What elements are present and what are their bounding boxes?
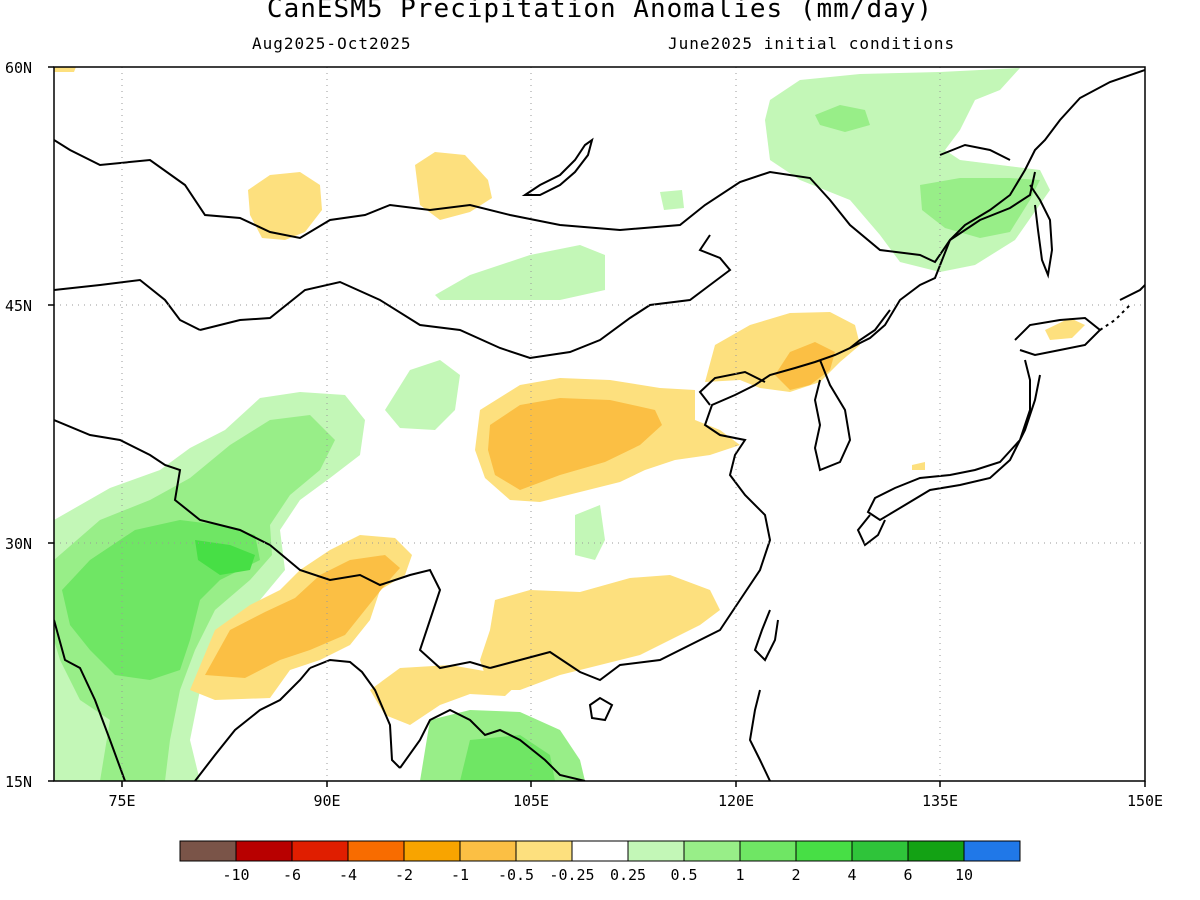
wet-patch-tibet (385, 360, 460, 430)
lat-label-60n: 60N (5, 59, 32, 77)
colorbar-swatch (291, 840, 349, 862)
colorbar-swatch (403, 840, 461, 862)
colorbar-label: -1 (451, 866, 469, 884)
map-frame (53, 66, 1146, 782)
lat-label-45n: 45N (5, 297, 32, 315)
southeast-asia (399, 708, 586, 781)
lon-label-120e: 120E (718, 792, 754, 810)
china-mongolia-border (199, 234, 732, 360)
colorbar: -10 -6 -4 -2 -1 -0.5 -0.25 0.25 0.5 1 2 4 6 10 (179, 840, 1021, 884)
russia-pacific-coast (949, 69, 1145, 241)
bohai-coast (698, 370, 766, 406)
kamchatka (1119, 284, 1145, 301)
colorbar-swatch (851, 840, 909, 862)
japan-honshu (866, 359, 1041, 522)
lon-label-150e: 150E (1127, 792, 1163, 810)
hainan (588, 696, 614, 722)
colorbar-swatches (179, 840, 1021, 862)
wet-region-northeast (765, 68, 1050, 272)
colorbar-label: 0.5 (670, 866, 697, 884)
colorbar-swatch (235, 840, 293, 862)
luzon (748, 689, 771, 781)
wet-patch-mongolia (435, 245, 605, 300)
korea-peninsula (813, 359, 852, 472)
initial-conditions-label: June2025 initial conditions (668, 34, 956, 53)
colorbar-swatch (515, 840, 573, 862)
colorbar-label: 6 (903, 866, 912, 884)
south-china-coast (489, 309, 891, 682)
taiwan (753, 609, 779, 662)
gridlines (54, 67, 1145, 781)
kyushu (856, 514, 886, 547)
kuril (1099, 304, 1131, 331)
kazakh-border (54, 278, 201, 331)
lat-label-30n: 30N (5, 535, 32, 553)
coastlines (54, 69, 1145, 781)
wet-patch-central-china (575, 505, 605, 560)
colorbar-swatch (459, 840, 517, 862)
colorbar-label: 4 (847, 866, 856, 884)
lon-label-105e: 105E (513, 792, 549, 810)
wet-region-india (54, 392, 365, 781)
anomaly-field (54, 67, 1085, 781)
colorbar-label: 1 (735, 866, 744, 884)
colorbar-swatch (179, 840, 237, 862)
colorbar-swatch (795, 840, 853, 862)
china-korea-border (849, 239, 951, 349)
wet-patch-baikal (660, 190, 684, 210)
forecast-period: Aug2025-Oct2025 (252, 34, 412, 53)
lon-label-135e: 135E (922, 792, 958, 810)
lon-label-75e: 75E (108, 792, 135, 810)
map-title: CanESM5 Precipitation Anomalies (mm/day) (266, 0, 934, 24)
india-coast (54, 619, 311, 781)
colorbar-label: -10 (222, 866, 249, 884)
colorbar-swatch (627, 840, 685, 862)
axis-ticks (48, 66, 1146, 787)
wet-region-indochina (420, 710, 585, 781)
colorbar-label: -0.25 (549, 866, 594, 884)
sakhalin (1029, 184, 1054, 279)
himalaya-border (269, 544, 491, 670)
colorbar-label: -2 (395, 866, 413, 884)
colorbar-swatch (683, 840, 741, 862)
colorbar-swatch (963, 840, 1021, 862)
colorbar-label: 0.25 (610, 866, 646, 884)
colorbar-swatch (739, 840, 797, 862)
lon-label-90e: 90E (313, 792, 340, 810)
bangladesh-coast (309, 658, 401, 769)
colorbar-swatch (347, 840, 405, 862)
colorbar-swatch (571, 840, 629, 862)
colorbar-labels: -10 -6 -4 -2 -1 -0.5 -0.25 0.25 0.5 1 2 4 6 10 (222, 866, 973, 884)
colorbar-label: -0.5 (498, 866, 534, 884)
colorbar-label: 2 (791, 866, 800, 884)
bay-of-okhotsk-north (939, 143, 1011, 161)
colorbar-label: 10 (955, 866, 973, 884)
lake-baikal (521, 137, 594, 196)
lat-label-15n: 15N (5, 773, 32, 791)
colorbar-label: -4 (339, 866, 357, 884)
colorbar-swatch (907, 840, 965, 862)
northern-border (54, 139, 1036, 264)
colorbar-label: -6 (283, 866, 301, 884)
china-west-border (54, 419, 271, 546)
